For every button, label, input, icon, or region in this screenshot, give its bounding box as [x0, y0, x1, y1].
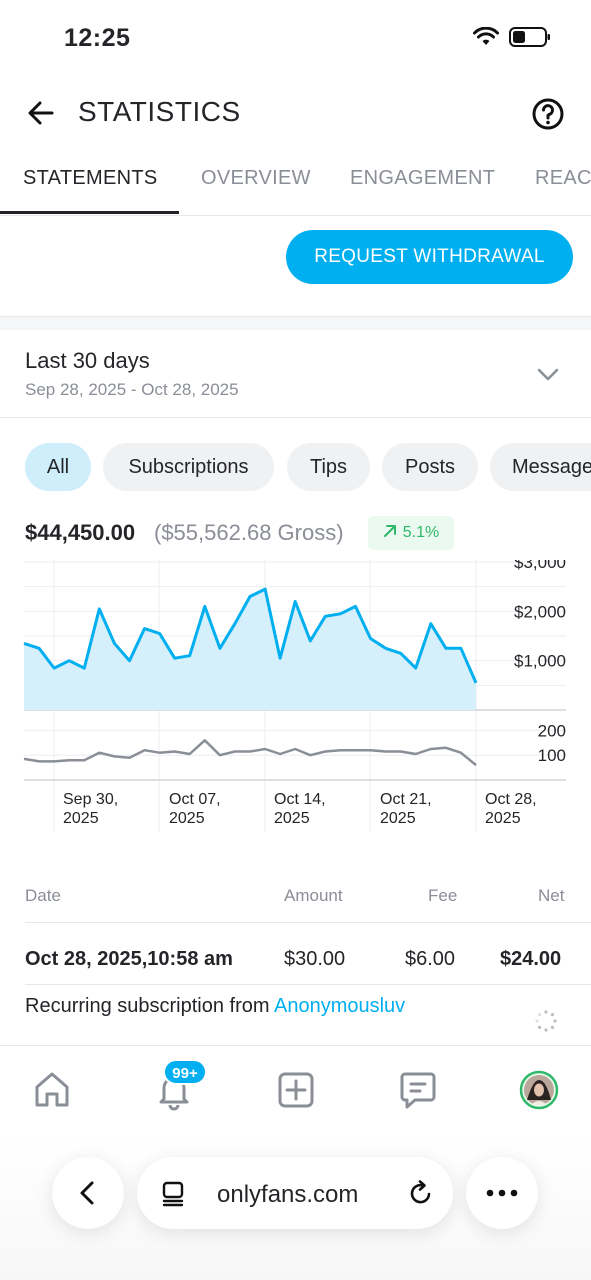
nav-add-post[interactable]: [272, 1066, 320, 1114]
request-withdrawal-button[interactable]: REQUEST WITHDRAWAL: [286, 230, 573, 284]
x-tick-label: Oct 14, 2025: [274, 791, 326, 827]
help-button[interactable]: [528, 94, 568, 134]
column-header-fee: Fee: [428, 886, 458, 905]
column-header-amount: Amount: [284, 886, 343, 905]
chart-plot: [23, 587, 478, 767]
net-total: $44,450.00: [25, 520, 136, 545]
column-header-net: Net: [538, 886, 565, 905]
earnings-line: [23, 587, 478, 684]
y-tick-label: $2,000: [514, 602, 566, 621]
browser-toolbar: onlyfans.com: [0, 1135, 591, 1280]
change-value: 5.1%: [402, 524, 440, 541]
x-tick-label: Oct 28, 2025: [485, 791, 537, 827]
tab-engagement[interactable]: ENGAGEMENT: [350, 167, 496, 189]
tab-reach[interactable]: REACH: [535, 167, 591, 189]
help-icon: [532, 98, 564, 130]
chart-x-labels: Sep 30, 2025 Oct 07, 2025 Oct 14, 2025 Oct 21,…: [63, 791, 537, 827]
status-icons: [473, 26, 551, 48]
y-tick-label: 200: [538, 721, 566, 740]
arrow-left-icon: [28, 101, 54, 125]
y-tick-label: $1,000: [514, 652, 566, 671]
chart-y-labels: $3,000 $2,000 $1,000 200 100: [514, 560, 566, 765]
notifications-badge: 99+: [163, 1059, 207, 1085]
loading-spinner-icon: [535, 1010, 557, 1032]
reload-icon[interactable]: [407, 1179, 435, 1207]
status-time: 12:25: [64, 24, 131, 52]
filter-chip-messages[interactable]: Messages: [490, 443, 591, 491]
earnings-chart: $3,000 $2,000 $1,000 200 100 Sep 30, 2025 Oct …: [23, 560, 566, 832]
row-description-text: Recurring subscription from: [25, 995, 274, 1017]
filter-chip-posts[interactable]: Posts: [382, 443, 478, 491]
row-amount: $30.00: [284, 948, 346, 970]
change-badge: 5.1%: [368, 516, 454, 550]
earnings-area: [24, 589, 476, 710]
row-date: Oct 28, 2025,10:58 am: [25, 948, 233, 970]
row-fee: $6.00: [405, 948, 456, 970]
row-user-link[interactable]: Anonymousluv: [273, 995, 406, 1017]
row-description: Recurring subscription from Anonymousluv: [25, 995, 405, 1018]
gross-total: ($55,562.68 Gross): [154, 520, 344, 545]
filter-chip-all[interactable]: All: [25, 443, 91, 491]
avatar: [519, 1070, 559, 1110]
y-tick-label: $3,000: [514, 560, 566, 572]
battery-icon: [509, 27, 550, 47]
filter-chip-tips[interactable]: Tips: [287, 443, 370, 491]
browser-back-button[interactable]: [52, 1157, 124, 1229]
plus-square-icon: [278, 1072, 314, 1108]
period-title: Last 30 days: [25, 348, 150, 373]
x-tick-label: Oct 21, 2025: [380, 791, 432, 827]
browser-more-button[interactable]: [466, 1157, 538, 1229]
arrow-up-right-icon: [383, 525, 396, 537]
row-net: $24.00: [500, 948, 562, 970]
address-bar[interactable]: onlyfans.com: [137, 1157, 453, 1229]
filter-chip-subscriptions[interactable]: Subscriptions: [103, 443, 274, 491]
nav-home[interactable]: [28, 1066, 76, 1114]
chevron-left-icon: [80, 1181, 94, 1205]
tab-bar: STATEMENTS OVERVIEW ENGAGEMENT REACH: [0, 150, 591, 216]
period-selector[interactable]: Last 30 days Sep 28, 2025 - Oct 28, 2025: [0, 330, 591, 418]
back-button[interactable]: [22, 94, 60, 132]
column-header-date: Date: [25, 886, 61, 905]
bottom-nav: [0, 1045, 591, 1135]
message-icon: [400, 1072, 436, 1109]
tab-overview[interactable]: OVERVIEW: [201, 167, 311, 189]
home-icon: [35, 1072, 69, 1107]
section-separator: [0, 316, 591, 330]
tabs-icon: [162, 1181, 184, 1207]
url-text: onlyfans.com: [217, 1181, 359, 1208]
nav-messages[interactable]: [394, 1066, 442, 1114]
x-tick-label: Sep 30, 2025: [63, 791, 118, 827]
table-divider: [25, 922, 591, 923]
x-tick-label: Oct 07, 2025: [169, 791, 221, 827]
nav-profile[interactable]: [515, 1066, 563, 1114]
count-line: [23, 739, 477, 767]
wifi-icon: [473, 27, 499, 45]
row-divider: [25, 984, 591, 985]
period-range: Sep 28, 2025 - Oct 28, 2025: [25, 380, 239, 399]
more-dots-icon: [486, 1189, 518, 1197]
y-tick-label: 100: [538, 746, 566, 765]
tab-statements[interactable]: STATEMENTS: [23, 167, 158, 189]
page-title: STATISTICS: [78, 96, 241, 127]
chevron-down-icon: [537, 368, 559, 381]
active-tab-indicator: [0, 211, 179, 214]
